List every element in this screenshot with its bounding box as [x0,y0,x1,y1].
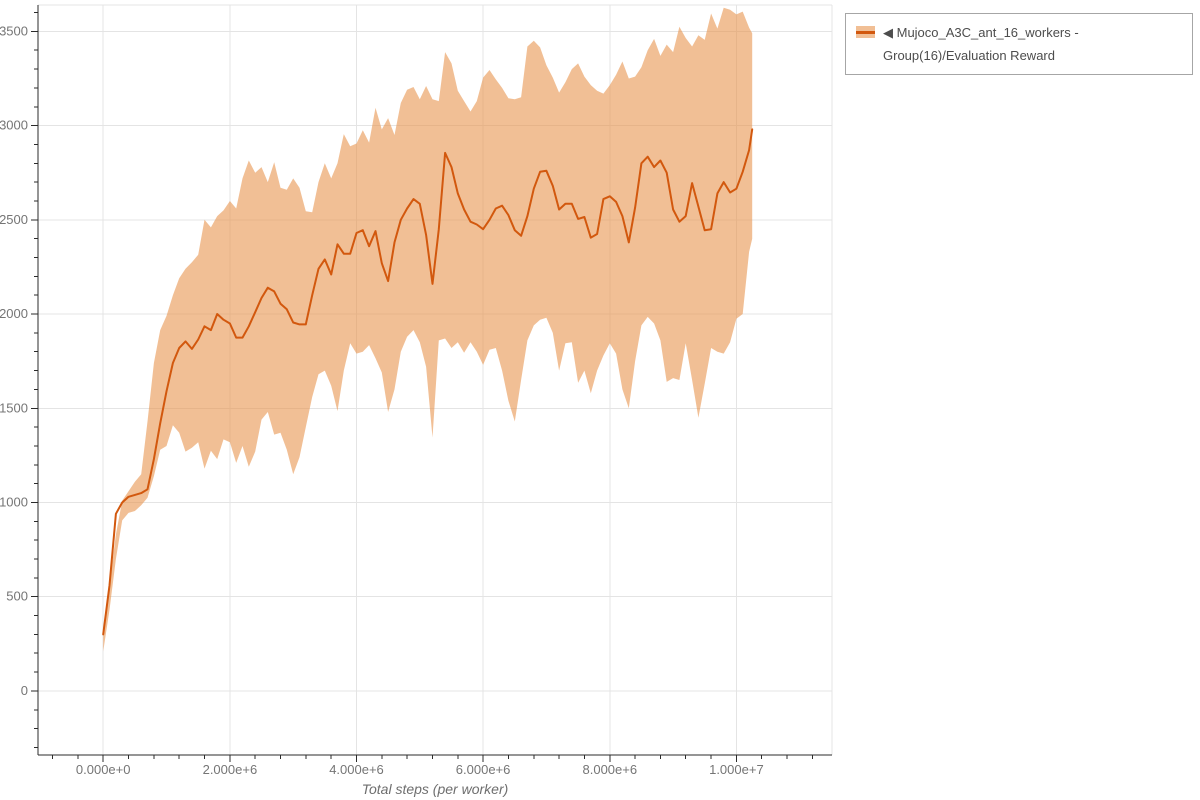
x-tick-label: 6.000e+6 [456,762,511,777]
y-tick-label: 2000 [0,306,28,321]
x-tick-label: 4.000e+6 [329,762,384,777]
mean-line [102,128,754,636]
legend-item-label[interactable]: ◀ Mujoco_A3C_ant_16_workers - Group(16)/… [883,25,1079,63]
y-tick-label: 0 [21,683,28,698]
confidence-band [103,7,753,652]
x-tick-label: 1.000e+7 [709,762,764,777]
x-tick-label: 2.000e+6 [203,762,258,777]
y-tick-label: 2500 [0,212,28,227]
tick-labels: 0 500 1000 1500 2000 2500 3000 3500 0.000e+0 2.00… [0,23,764,777]
legend-swatch [856,26,875,38]
x-tick-label: 0.000e+0 [76,762,131,777]
legend[interactable]: ◀ Mujoco_A3C_ant_16_workers - Group(16)/… [845,13,1193,75]
tick-marks [31,12,813,762]
x-tick-label: 8.000e+6 [583,762,638,777]
y-tick-label: 1500 [0,400,28,415]
y-tick-label: 500 [6,589,28,604]
y-tick-label: 3500 [0,23,28,38]
x-axis-title: Total steps (per worker) [361,781,509,797]
y-tick-label: 3000 [0,118,28,133]
legend-line-sample [856,30,875,34]
axes [37,5,832,756]
y-tick-label: 1000 [0,495,28,510]
